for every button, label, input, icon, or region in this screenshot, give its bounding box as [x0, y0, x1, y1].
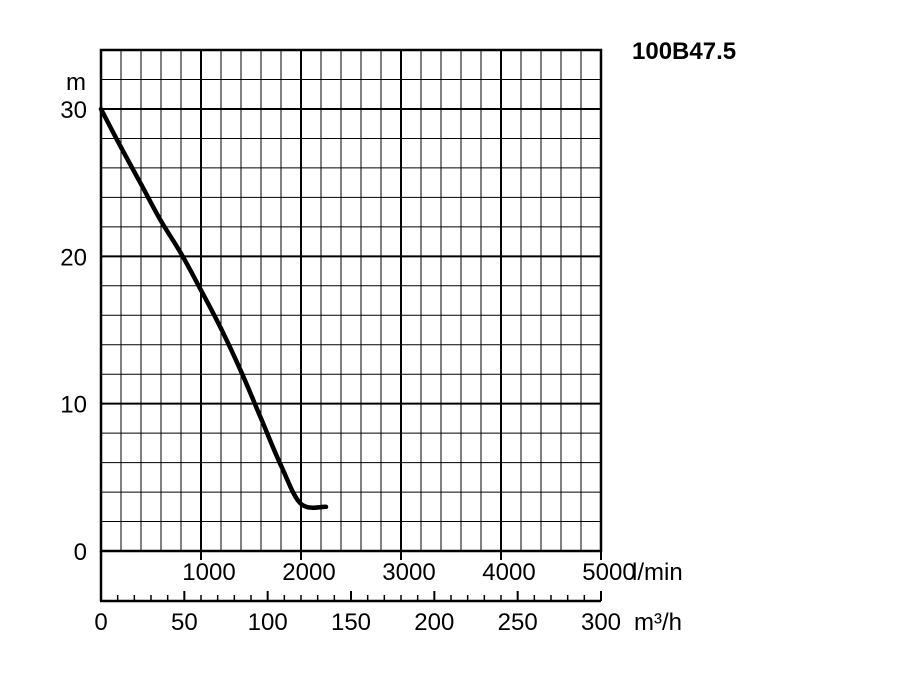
y-tick-label: 30 — [60, 97, 87, 124]
m3h-tick-label: 250 — [498, 609, 538, 636]
m3h-tick-label: 0 — [94, 609, 107, 636]
major-grid — [101, 50, 601, 551]
m3h-tick-label: 150 — [331, 609, 371, 636]
y-tick-label: 20 — [60, 244, 87, 271]
m3h-tick-label: 100 — [248, 609, 288, 636]
y-axis-unit-label: m — [66, 69, 86, 96]
lmin-tick-label: 4000 — [482, 559, 535, 586]
m3h-tick-labels: 0 50 100 150 200 250 300 — [94, 609, 621, 636]
m3h-axis-unit-label: m³/h — [634, 609, 682, 636]
lmin-tick-label: 1000 — [182, 559, 235, 586]
lmin-tick-labels: 1000 2000 3000 4000 5000 — [182, 559, 635, 586]
chart-title: 100B47.5 — [632, 38, 736, 65]
m3h-tick-label: 50 — [171, 609, 198, 636]
plot-frame — [99, 48, 603, 553]
lmin-tick-label: 5000 — [582, 559, 635, 586]
lmin-axis-unit-label: l/min — [632, 559, 683, 586]
lmin-tick-label: 3000 — [382, 559, 435, 586]
lmin-tick-label: 2000 — [282, 559, 335, 586]
y-tick-label: 0 — [74, 539, 87, 566]
flow-axes — [99, 551, 602, 603]
y-tick-label: 10 — [60, 392, 87, 419]
m3h-tick-label: 300 — [581, 609, 621, 636]
y-tick-labels: 0 10 20 30 — [60, 97, 87, 566]
minor-grid — [101, 50, 601, 551]
m3h-tick-label: 200 — [414, 609, 454, 636]
series-line-0 — [98, 106, 329, 510]
